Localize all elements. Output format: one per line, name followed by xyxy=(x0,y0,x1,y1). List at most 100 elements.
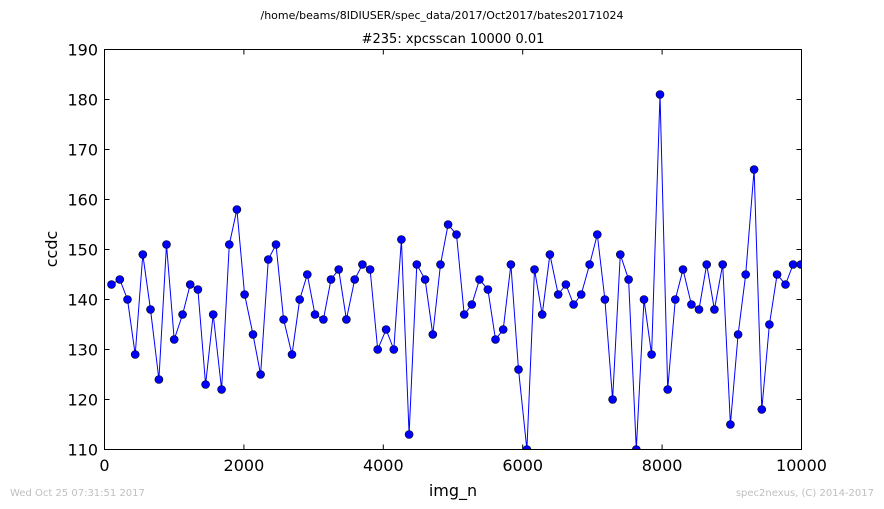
plot-area xyxy=(107,90,802,450)
series-line xyxy=(111,94,801,450)
y-axis-label: ccdc xyxy=(42,231,61,268)
data-point xyxy=(310,310,320,319)
data-point xyxy=(350,275,360,284)
data-point xyxy=(208,310,218,319)
data-point xyxy=(193,285,203,294)
y-tick-label: 180 xyxy=(67,91,98,110)
x-axis-label: img_n xyxy=(429,481,477,501)
y-tick-label: 130 xyxy=(67,341,98,360)
data-point xyxy=(130,350,140,359)
data-point xyxy=(749,165,759,174)
data-point xyxy=(389,345,399,354)
data-point xyxy=(545,250,555,259)
data-point xyxy=(718,260,728,269)
data-point xyxy=(240,290,249,299)
x-tick-label: 0 xyxy=(99,456,109,475)
data-point xyxy=(757,405,767,414)
data-point xyxy=(397,235,406,244)
data-point xyxy=(452,230,461,239)
data-point xyxy=(302,270,312,279)
data-point xyxy=(600,295,610,304)
data-point xyxy=(687,300,696,309)
data-point xyxy=(428,330,438,339)
data-point xyxy=(576,290,586,299)
data-point xyxy=(115,275,125,284)
data-point xyxy=(123,295,132,304)
data-point xyxy=(632,445,641,450)
x-tick-label: 8000 xyxy=(642,456,683,475)
data-point xyxy=(185,280,195,289)
data-point xyxy=(412,260,422,269)
data-point xyxy=(256,370,265,379)
data-point xyxy=(271,240,281,249)
data-point xyxy=(138,250,148,259)
footer-credit: spec2nexus, (C) 2014-2017 xyxy=(735,488,874,499)
figure-suptitle: /home/beams/8IDIUSER/spec_data/2017/Oct2… xyxy=(260,9,624,22)
data-point xyxy=(670,295,680,304)
data-point xyxy=(381,325,391,334)
axis-ticks: 0 2000 4000 6000 8000 10000 110 120 130 140 150 160… xyxy=(67,41,827,476)
data-point xyxy=(178,310,187,319)
data-point xyxy=(615,250,625,259)
data-point xyxy=(639,295,649,304)
data-point xyxy=(225,240,234,249)
data-point xyxy=(585,260,594,269)
y-tick-label: 150 xyxy=(67,241,98,260)
data-point xyxy=(319,315,328,324)
footer-timestamp: Wed Oct 25 07:31:51 2017 xyxy=(10,488,145,499)
data-point xyxy=(491,335,500,344)
data-point xyxy=(217,385,226,394)
data-point xyxy=(263,255,273,264)
data-point xyxy=(107,280,116,289)
y-tick-label: 170 xyxy=(67,141,98,160)
data-point xyxy=(655,90,665,99)
data-point xyxy=(358,260,367,269)
data-point xyxy=(522,445,532,450)
data-point xyxy=(788,260,798,269)
data-point xyxy=(436,260,445,269)
data-point xyxy=(467,300,477,309)
data-point xyxy=(287,350,297,359)
data-point xyxy=(404,430,414,439)
data-point xyxy=(561,280,571,289)
x-tick-label: 10000 xyxy=(776,456,827,475)
data-point xyxy=(342,315,351,324)
data-point xyxy=(702,260,712,269)
y-tick-label: 160 xyxy=(67,191,98,210)
data-point xyxy=(498,325,508,334)
data-point xyxy=(796,260,802,269)
data-point xyxy=(663,385,673,394)
x-tick-label: 6000 xyxy=(502,456,543,475)
data-point xyxy=(514,365,523,374)
data-point xyxy=(608,395,617,404)
chart-title: #235: xpcsscan 10000 0.01 xyxy=(362,32,545,47)
data-point xyxy=(334,265,344,274)
x-tick-label: 2000 xyxy=(224,456,265,475)
data-point xyxy=(154,375,164,384)
data-point xyxy=(781,280,790,289)
data-point xyxy=(726,420,735,429)
data-point xyxy=(741,270,751,279)
y-tick-label: 110 xyxy=(67,441,98,460)
data-point xyxy=(553,290,563,299)
data-point xyxy=(373,345,383,354)
x-tick-label: 4000 xyxy=(363,456,404,475)
data-point xyxy=(420,275,430,284)
y-tick-label: 140 xyxy=(67,291,98,310)
data-point xyxy=(232,205,242,214)
data-point xyxy=(537,310,547,319)
data-point xyxy=(530,265,539,274)
data-point xyxy=(169,335,179,344)
data-point xyxy=(475,275,484,284)
y-tick-label: 190 xyxy=(67,41,98,60)
data-point xyxy=(162,240,171,249)
data-point xyxy=(772,270,782,279)
data-point xyxy=(647,350,656,359)
data-point xyxy=(710,305,719,314)
data-point xyxy=(678,265,688,274)
data-point xyxy=(443,220,453,229)
data-point xyxy=(459,310,469,319)
data-point xyxy=(592,230,602,239)
data-point xyxy=(483,285,493,294)
